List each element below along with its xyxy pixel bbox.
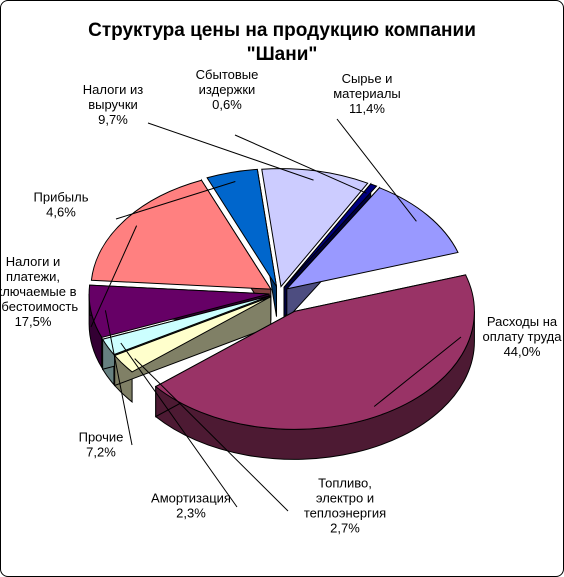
slice-label: Прибыль 4,6% (34, 190, 89, 220)
slice-name-label: Расходы на (487, 314, 558, 329)
slice-value-label: 4,6% (46, 205, 76, 220)
slice-name-label: электро и (316, 491, 374, 506)
pie-slice (90, 179, 272, 290)
slice-name-label: выручки (88, 97, 138, 112)
slice-label: Прочие 7,2% (79, 430, 124, 460)
leader-lines (90, 118, 462, 512)
slice-value-label: 11,4% (349, 101, 385, 116)
pie-slice (285, 187, 459, 290)
slice-value-label: 44,0% (504, 344, 541, 359)
slice-value-label: 17,5% (15, 314, 52, 329)
slice-label: Топливо, электро и теплоэнергия 2,7% (304, 476, 386, 536)
leader-line (134, 358, 289, 512)
pie-slice (206, 168, 278, 287)
slice-value-label: 7,2% (86, 445, 116, 460)
slice-value-label: 2,3% (176, 506, 206, 521)
slice-name-label: оплату труда (483, 329, 563, 344)
slice-label: Налоги из выручки 9,7% (83, 82, 143, 127)
slice-label: Сбытовые издержки 0,6% (196, 67, 259, 112)
slice-labels: Расходы на оплату труда 44,0% Топливо, элект… (1, 67, 562, 536)
slice-name-label: себестоимость (1, 299, 78, 314)
slice-label: Расходы на оплату труда 44,0% (483, 314, 563, 359)
slice-name-label: Сырье и (342, 71, 393, 86)
slice-tops (88, 168, 475, 430)
slice-name-label: Прочие (79, 430, 124, 445)
slice-name-label: Сбытовые (196, 67, 259, 82)
leader-line (104, 310, 133, 446)
slice-label: Амортизация 2,3% (151, 491, 231, 521)
leader-line (336, 118, 417, 222)
leader-line (90, 225, 138, 328)
slice-name-label: включаемые в (1, 284, 77, 299)
slice-label: Сырье и материалы 11,4% (333, 71, 401, 116)
slice-name-label: материалы (333, 86, 401, 101)
pie-slice (154, 274, 475, 430)
slice-name-label: Прибыль (34, 190, 89, 205)
leader-line (147, 122, 314, 181)
chart-title-line-1: Структура цены на продукцию компании (88, 20, 476, 41)
slice-name-label: издержки (199, 82, 256, 97)
slice-name-label: платежи, (6, 269, 60, 284)
leader-line (115, 181, 236, 220)
pie-slice (88, 284, 270, 339)
chart-title: Структура цены на продукцию компании "Ша… (1, 19, 563, 67)
leader-line (373, 336, 462, 407)
slice-name-label: теплоэнергия (304, 506, 386, 521)
slice-name-label: Амортизация (151, 491, 231, 506)
slice-name-label: Налоги из (83, 82, 143, 97)
slice-name-label: Налоги и (6, 254, 60, 269)
leader-line (120, 342, 238, 508)
slice-value-label: 9,7% (98, 112, 128, 127)
slice-value-label: 0,6% (212, 97, 242, 112)
chart-title-line-2: "Шани" (246, 44, 318, 65)
slice-value-label: 2,7% (330, 521, 360, 536)
slice-name-label: Топливо, (318, 476, 372, 491)
pie-slice (283, 183, 378, 288)
leader-line (234, 134, 367, 194)
